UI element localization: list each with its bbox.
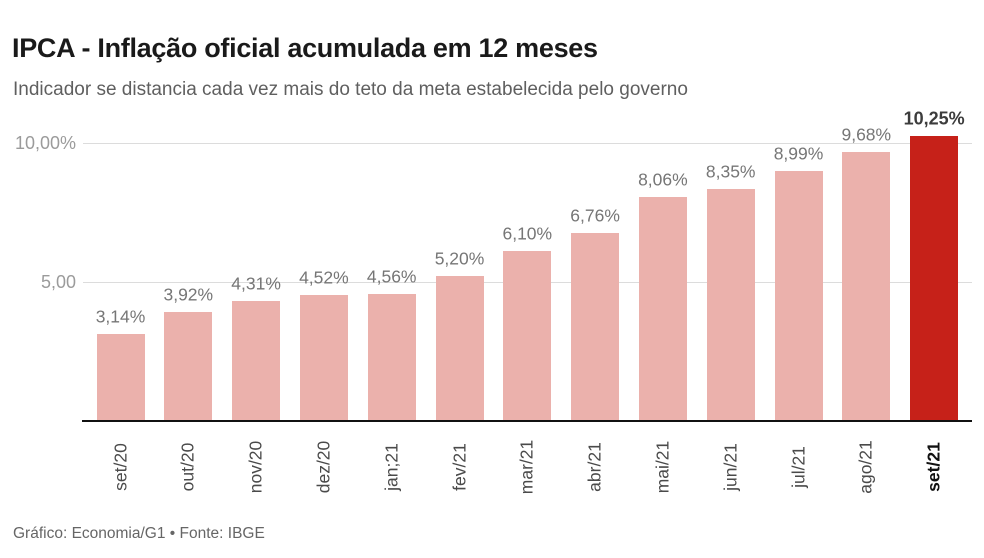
gridline [83,142,972,144]
bar-value-label: 6,76% [570,205,620,226]
chart-credit: Gráfico: Economia/G1 • Fonte: IBGE [13,525,265,542]
x-axis-label: mai/21 [652,440,673,494]
bar [503,251,552,421]
x-axis-label: nov/20 [245,440,266,494]
bar-value-label: 8,35% [705,161,756,182]
bar-value-label: 3,14% [95,306,146,327]
chart-subtitle: Indicador se distancia cada vez mais do … [13,79,688,100]
bar [164,312,213,421]
x-axis-label: jul/21 [788,446,808,488]
bar [435,276,484,421]
bar-value-label: 5,20% [434,248,485,269]
bar [842,152,891,421]
y-axis-tick-label: 5,00 [40,272,76,292]
bar [232,301,281,421]
x-axis-label: jan;21 [381,443,402,491]
x-axis-label: out/20 [177,442,198,492]
bar-value-label: 8,99% [773,143,824,164]
y-axis-tick-label: 10,00% [14,133,76,153]
bar [706,189,755,421]
x-axis-label: dez/20 [313,440,334,494]
bar-value-label: 8,06% [638,169,688,190]
bar [910,136,959,421]
x-axis-label: mar/21 [516,439,537,495]
x-axis-label: jun/21 [720,443,741,491]
x-axis-label: set/21 [923,442,944,492]
x-axis-label: set/20 [110,443,130,491]
chart-title: IPCA - Inflação oficial acumulada em 12 … [12,33,598,64]
bar-value-label: 4,52% [299,267,349,288]
x-axis-label: abr/21 [584,442,605,492]
bar-value-label: 6,10% [502,223,553,244]
bar [571,233,620,421]
x-axis-label: ago/21 [855,440,876,494]
bar [96,334,145,421]
x-axis-label: fev/21 [449,443,469,491]
bar [299,295,348,421]
bar-value-label: 9,68% [841,124,892,145]
bar [638,197,687,421]
bar [367,294,416,421]
bar-value-label: 4,31% [231,273,281,294]
bar-value-label: 10,25% [903,108,965,129]
bar-value-label: 3,92% [163,284,214,305]
bar-value-label: 4,56% [366,266,417,287]
x-axis-line [82,420,972,422]
bar [774,171,823,421]
